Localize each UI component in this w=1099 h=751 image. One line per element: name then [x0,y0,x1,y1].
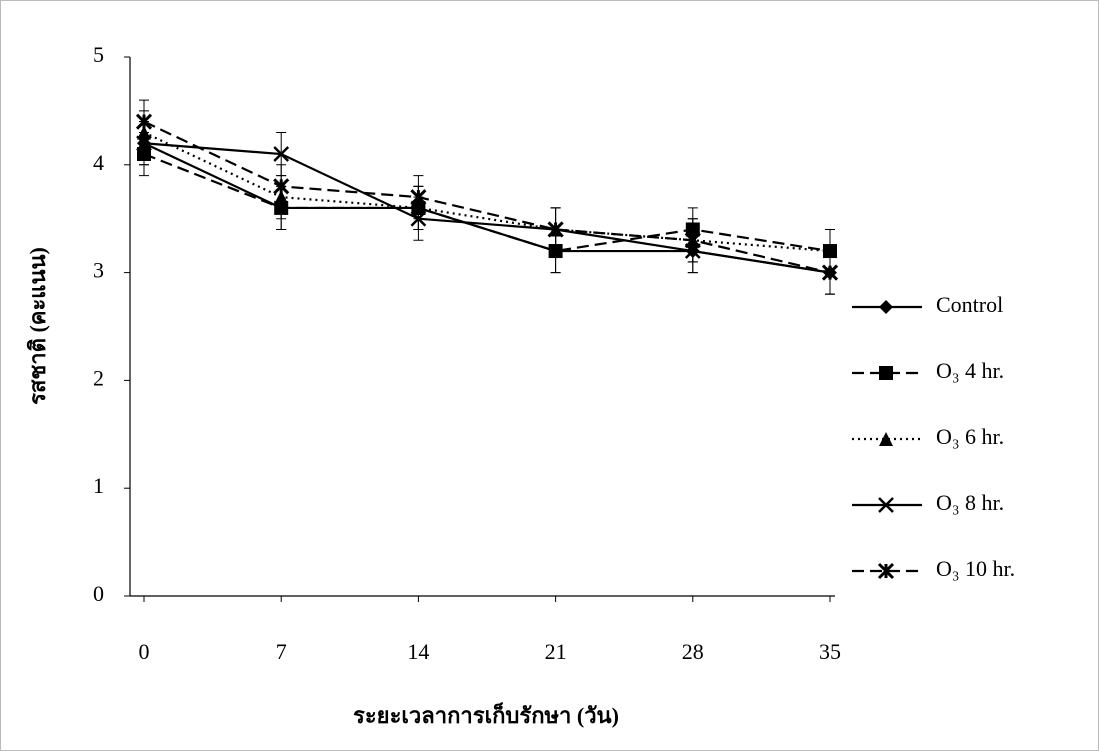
y-axis-title: รสชาติ (คะแนน) [25,247,50,405]
y-tick-label: 0 [93,581,104,606]
chart: ระยะเวลาการเก็บรักษา (วัน) รสชาติ (คะแนน… [0,0,1099,751]
x-tick-label: 14 [407,639,429,664]
x-axis-title: ระยะเวลาการเก็บรักษา (วัน) [353,701,619,728]
x-tick-label: 7 [276,639,287,664]
y-tick-label: 3 [93,258,104,283]
legend-label: O₃ 8 hr. [936,490,1004,515]
y-tick-label: 4 [93,150,104,175]
y-tick-label: 5 [93,42,104,67]
legend-label: Control [936,292,1003,317]
x-tick-label: 28 [682,639,704,664]
chart-border [1,1,1099,751]
x-tick-label: 0 [139,639,150,664]
legend-label: O₃ 10 hr. [936,556,1015,581]
legend-marker [879,366,893,380]
legend-label: O₃ 4 hr. [936,358,1004,383]
y-tick-label: 2 [93,365,104,390]
x-tick-label: 35 [819,639,841,664]
data-point [549,244,563,258]
x-tick-label: 21 [545,639,567,664]
legend-label: O₃ 6 hr. [936,424,1004,449]
y-tick-label: 1 [93,473,104,498]
